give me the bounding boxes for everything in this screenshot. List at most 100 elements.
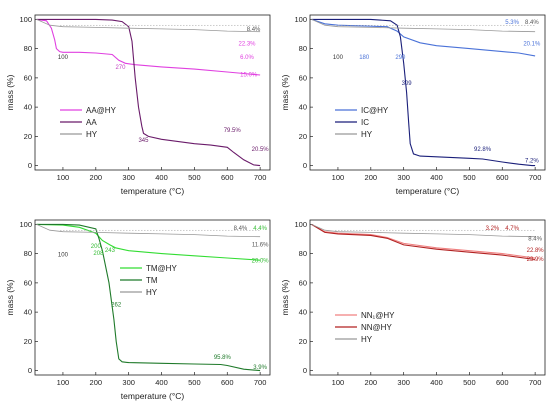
legend-label: HY <box>361 130 373 139</box>
annotation-label: 20.1% <box>523 42 541 48</box>
annotation-label: 309 <box>402 81 413 87</box>
plot-frame <box>309 14 546 171</box>
y-tick-label: 80 <box>24 44 32 53</box>
y-tick-label: 0 <box>28 366 32 375</box>
x-axis-label: temperature (°C) <box>121 391 185 401</box>
x-tick-label: 100 <box>332 173 345 182</box>
legend-label: TM@HY <box>146 264 177 273</box>
annotation-label: 180 <box>359 55 370 61</box>
series-line-1 <box>36 18 261 76</box>
x-tick-label: 300 <box>397 378 410 387</box>
chart-panel-2: 100 200 300 400 500 600 700 0 20 40 60 80 100 tempera… <box>280 14 546 196</box>
x-tick-label: 600 <box>496 378 509 387</box>
y-tick-label: 100 <box>19 15 32 24</box>
y-tick-label: 40 <box>299 103 307 112</box>
x-tick-label: 200 <box>365 173 378 182</box>
series-line-2 <box>311 18 536 167</box>
x-tick-label: 500 <box>463 173 476 182</box>
y-tick-label: 60 <box>299 73 307 82</box>
x-tick-label: 200 <box>365 378 378 387</box>
annotation-label: 4.7% <box>505 226 519 232</box>
x-tick-label: 500 <box>188 378 201 387</box>
legend-label: AA@HY <box>86 106 117 115</box>
y-axis-label: mass (%) <box>280 279 290 315</box>
x-tick-label: 700 <box>254 378 267 387</box>
y-tick-label: 40 <box>24 308 32 317</box>
annotation-label: 100 <box>58 253 69 259</box>
annotation-label: 11.6% <box>252 242 269 248</box>
annotation-label: 22.3% <box>238 42 256 48</box>
y-tick-label: 80 <box>299 44 307 53</box>
y-tick-label: 0 <box>303 161 307 170</box>
annotation-label: 4.4% <box>253 226 267 232</box>
y-axis-label: mass (%) <box>5 74 15 110</box>
legend-label: IC@HY <box>361 106 389 115</box>
y-tick-label: 100 <box>294 15 307 24</box>
annotation-label: 15.0% <box>240 72 258 78</box>
y-tick-label: 20 <box>24 132 32 141</box>
series-line-2 <box>36 223 261 372</box>
x-tick-label: 500 <box>188 173 201 182</box>
x-tick-label: 100 <box>332 378 345 387</box>
series-line-1 <box>36 223 261 261</box>
series-line-3 <box>36 19 261 33</box>
annotation-label: 100 <box>58 55 69 61</box>
annotation-label: 100 <box>333 55 344 61</box>
annotation-label: 7.2% <box>525 159 539 165</box>
x-tick-label: 500 <box>463 378 476 387</box>
x-axis-label: temperature (°C) <box>396 186 460 196</box>
x-tick-label: 200 <box>90 173 103 182</box>
x-tick-label: 400 <box>155 378 168 387</box>
series-line-3 <box>311 224 536 238</box>
legend-label: AA <box>86 118 97 127</box>
y-axis-label: mass (%) <box>280 74 290 110</box>
series-line-1 <box>311 223 536 259</box>
annotation-label: 243 <box>105 248 116 254</box>
x-tick-label: 600 <box>496 173 509 182</box>
chart-panel-3: 100 200 300 400 500 600 700 0 20 40 60 80 100 tempera… <box>5 219 271 401</box>
x-tick-label: 300 <box>122 378 135 387</box>
series-line-3 <box>36 224 261 238</box>
x-tick-label: 600 <box>221 378 234 387</box>
annotation-label: 345 <box>138 138 149 144</box>
plot-frame <box>34 14 271 171</box>
annotation-label: 262 <box>111 302 122 308</box>
x-tick-label: 100 <box>57 378 70 387</box>
annotation-label: 20.5% <box>252 147 270 153</box>
chart-panel-1: 100 200 300 400 500 600 700 0 20 40 60 80 100 tempera… <box>5 14 271 196</box>
y-tick-label: 60 <box>24 278 32 287</box>
y-tick-label: 20 <box>299 337 307 346</box>
legend-label: HY <box>86 130 98 139</box>
y-tick-label: 100 <box>19 220 32 229</box>
annotation-label: 79.5% <box>224 128 242 134</box>
y-tick-label: 0 <box>28 161 32 170</box>
x-tick-label: 300 <box>122 173 135 182</box>
x-tick-label: 400 <box>155 173 168 182</box>
legend-label: IC <box>361 118 369 127</box>
annotation-label: 270 <box>115 65 126 71</box>
annotation-label: 3.9% <box>253 365 267 371</box>
plot-frame <box>309 219 546 376</box>
legend-label: HY <box>146 288 158 297</box>
legend-label: NN₁@HY <box>361 311 395 320</box>
annotation-label: 208 <box>93 251 104 257</box>
series-line-3 <box>311 19 536 33</box>
x-tick-label: 700 <box>254 173 267 182</box>
annotation-label: 8.4% <box>234 226 248 232</box>
x-tick-label: 700 <box>529 173 542 182</box>
series-line-2 <box>311 223 536 261</box>
legend-label: HY <box>361 335 373 344</box>
x-tick-label: 200 <box>90 378 103 387</box>
legend-label: TM <box>146 276 158 285</box>
plot-frame <box>34 219 271 376</box>
annotation-label: 8.4% <box>525 20 539 26</box>
y-tick-label: 20 <box>24 337 32 346</box>
y-tick-label: 60 <box>24 73 32 82</box>
y-tick-label: 80 <box>24 249 32 258</box>
y-tick-label: 0 <box>303 366 307 375</box>
x-axis-label: temperature (°C) <box>121 186 185 196</box>
annotation-label: 200 <box>91 244 102 250</box>
y-tick-label: 100 <box>294 220 307 229</box>
chart-panel-4: 100 200 300 400 500 600 700 0 20 40 60 80 100 mass (%… <box>280 219 546 387</box>
